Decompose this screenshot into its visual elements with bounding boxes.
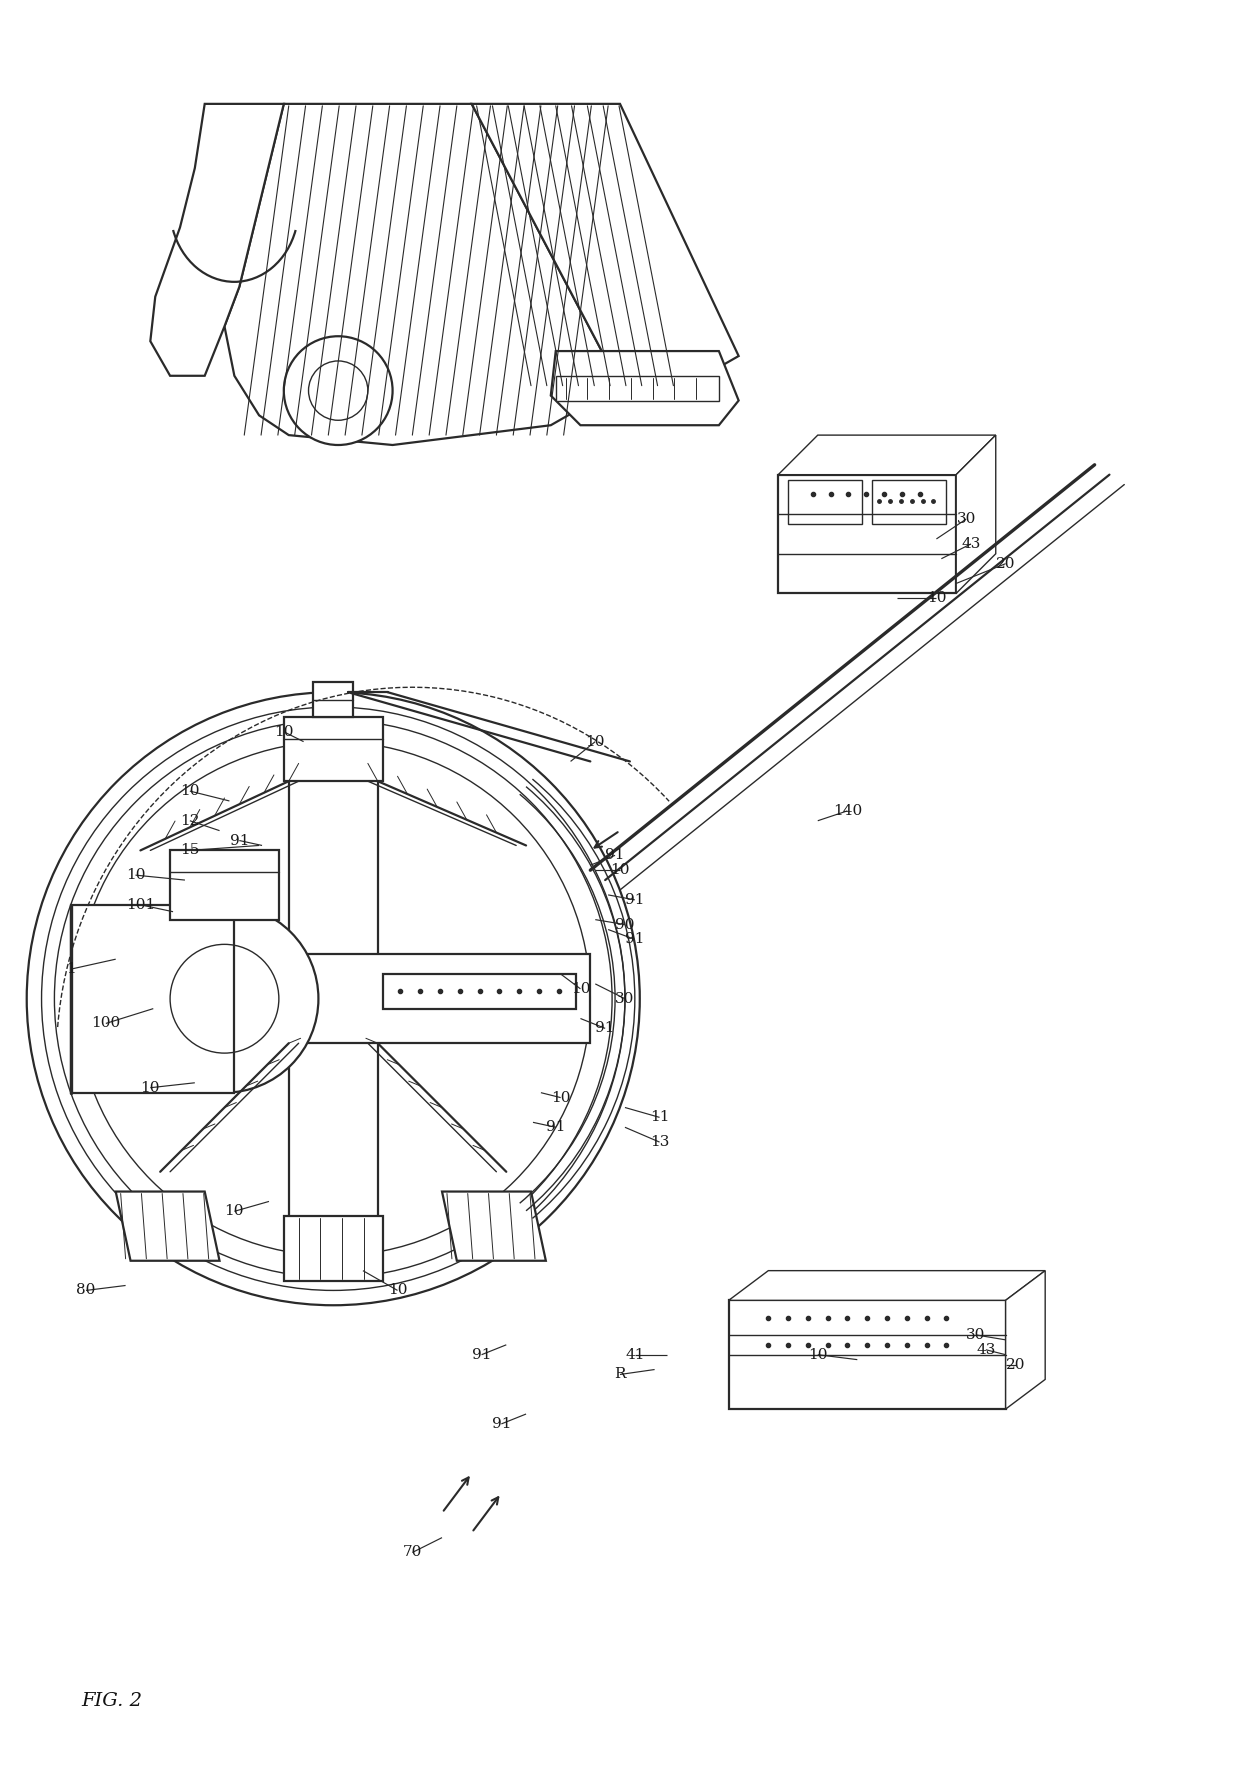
Bar	[779, 475, 956, 594]
Text: 10: 10	[551, 1090, 570, 1105]
Bar	[284, 716, 383, 782]
Text: 10: 10	[125, 869, 145, 883]
Text: 10: 10	[570, 982, 590, 996]
Circle shape	[284, 337, 393, 445]
Text: 41: 41	[625, 1347, 645, 1362]
Text: 30: 30	[966, 1328, 986, 1342]
Polygon shape	[1006, 1271, 1045, 1410]
Text: 101: 101	[125, 897, 155, 911]
Bar	[71, 904, 234, 1092]
Text: 30: 30	[615, 991, 635, 1005]
Text: 10: 10	[610, 863, 630, 878]
Text: 12: 12	[180, 814, 200, 828]
Text: R: R	[614, 1367, 626, 1381]
Bar	[729, 1300, 1006, 1410]
Polygon shape	[956, 434, 996, 594]
Bar	[383, 973, 575, 1009]
Polygon shape	[551, 351, 739, 426]
Text: 10: 10	[274, 725, 294, 739]
Bar	[284, 1216, 383, 1280]
Polygon shape	[779, 434, 996, 475]
Circle shape	[27, 691, 640, 1305]
Text: 91: 91	[491, 1417, 511, 1431]
Text: 90: 90	[615, 918, 635, 931]
Text: 1: 1	[67, 963, 76, 977]
Text: 20: 20	[1006, 1358, 1025, 1372]
Circle shape	[130, 904, 319, 1092]
Text: 10: 10	[388, 1284, 407, 1298]
Text: 15: 15	[180, 844, 200, 858]
Bar	[314, 683, 353, 716]
Text: 30: 30	[956, 512, 976, 527]
Text: 10: 10	[224, 1204, 244, 1218]
Text: 91: 91	[625, 933, 645, 947]
Text: 91: 91	[605, 847, 625, 862]
Text: 100: 100	[92, 1016, 120, 1030]
Polygon shape	[115, 1191, 219, 1261]
Text: 91: 91	[625, 894, 645, 906]
Text: 91: 91	[546, 1121, 565, 1135]
Text: 10: 10	[585, 734, 605, 748]
Text: 13: 13	[650, 1135, 670, 1149]
Bar	[289, 722, 378, 1275]
Text: 91: 91	[229, 833, 249, 847]
Text: 91: 91	[595, 1021, 615, 1035]
Bar	[872, 480, 946, 525]
Text: FIG. 2: FIG. 2	[81, 1691, 143, 1709]
Polygon shape	[729, 1271, 1045, 1300]
Text: 10: 10	[140, 1082, 160, 1094]
Bar	[556, 376, 719, 401]
Bar	[789, 480, 862, 525]
Polygon shape	[150, 105, 284, 376]
Text: 91: 91	[471, 1347, 491, 1362]
Text: 10: 10	[926, 590, 946, 605]
Text: 11: 11	[650, 1110, 670, 1124]
Polygon shape	[471, 105, 739, 395]
Bar	[76, 954, 590, 1043]
Bar	[170, 851, 279, 920]
Text: 43: 43	[961, 537, 981, 551]
Polygon shape	[224, 105, 620, 445]
Text: 20: 20	[996, 557, 1016, 571]
Text: 10: 10	[808, 1347, 827, 1362]
Text: 10: 10	[180, 784, 200, 798]
Text: 140: 140	[833, 803, 862, 817]
Text: 70: 70	[403, 1546, 422, 1560]
Text: 43: 43	[976, 1342, 996, 1356]
Polygon shape	[441, 1191, 546, 1261]
Text: 80: 80	[77, 1284, 95, 1298]
